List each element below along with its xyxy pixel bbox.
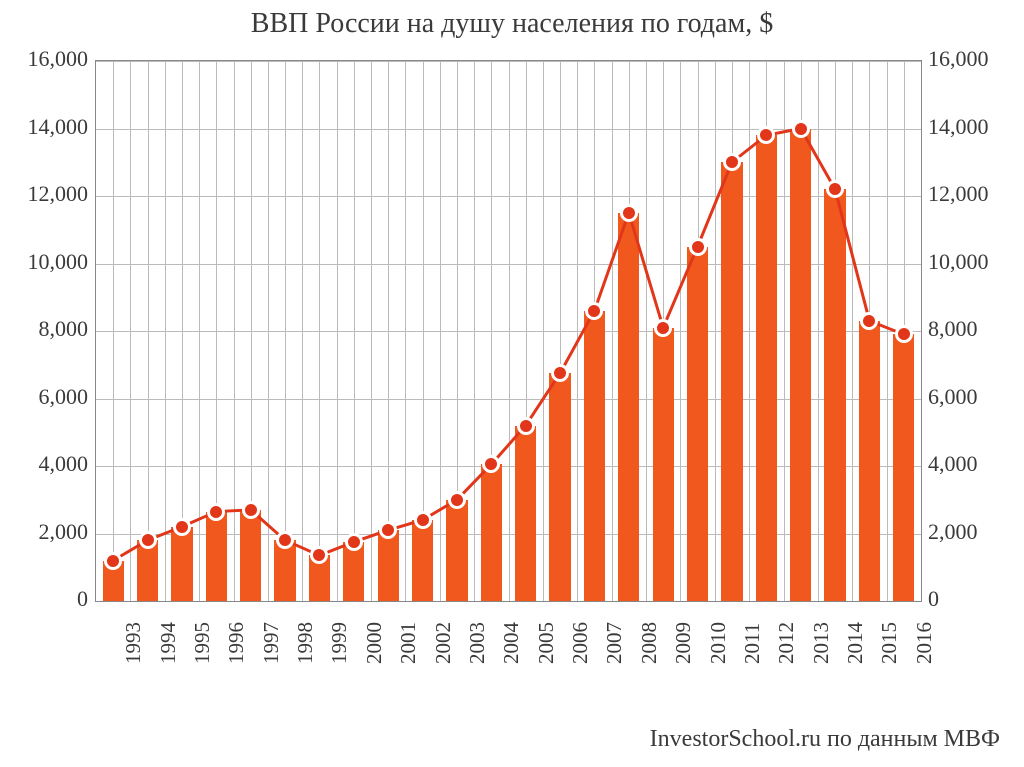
plot-area	[95, 60, 922, 602]
x-tick-label: 2007	[602, 622, 627, 664]
y-tick-label-right: 0	[928, 586, 1008, 612]
data-marker	[860, 312, 878, 330]
data-marker	[517, 417, 535, 435]
data-marker	[207, 503, 225, 521]
x-tick-label: 2012	[774, 622, 799, 664]
data-marker	[895, 325, 913, 343]
data-marker	[757, 126, 775, 144]
x-tick-label: 2016	[912, 622, 937, 664]
data-marker	[585, 302, 603, 320]
y-tick-label-left: 12,000	[8, 181, 88, 207]
data-marker	[310, 546, 328, 564]
data-marker	[723, 153, 741, 171]
y-tick-label-left: 0	[8, 586, 88, 612]
data-marker	[104, 552, 122, 570]
x-tick-label: 2005	[534, 622, 559, 664]
data-marker	[448, 491, 466, 509]
x-tick-label: 2011	[740, 623, 765, 664]
data-marker	[689, 238, 707, 256]
x-tick-label: 2009	[671, 622, 696, 664]
x-tick-label: 2002	[431, 622, 456, 664]
chart-title: ВВП России на душу населения по годам, $	[0, 8, 1024, 40]
x-tick-label: 2008	[637, 622, 662, 664]
data-marker	[276, 531, 294, 549]
data-marker	[139, 531, 157, 549]
x-tick-label: 2013	[809, 622, 834, 664]
y-tick-label-left: 4,000	[8, 451, 88, 477]
x-tick-label: 2010	[706, 622, 731, 664]
data-marker	[654, 319, 672, 337]
data-marker	[620, 204, 638, 222]
y-tick-label-right: 12,000	[928, 181, 1008, 207]
trend-line	[113, 129, 904, 561]
data-marker	[551, 364, 569, 382]
data-marker	[826, 180, 844, 198]
y-tick-label-left: 16,000	[8, 46, 88, 72]
x-tick-label: 2001	[396, 622, 421, 664]
x-tick-label: 1994	[156, 622, 181, 664]
x-tick-label: 1995	[190, 622, 215, 664]
data-marker	[173, 518, 191, 536]
data-marker	[379, 521, 397, 539]
y-tick-label-left: 10,000	[8, 249, 88, 275]
y-tick-label-right: 6,000	[928, 384, 1008, 410]
y-tick-label-left: 6,000	[8, 384, 88, 410]
data-marker	[792, 120, 810, 138]
data-marker	[345, 533, 363, 551]
data-marker	[482, 455, 500, 473]
x-tick-label: 1997	[259, 622, 284, 664]
y-tick-label-right: 10,000	[928, 249, 1008, 275]
x-tick-label: 2000	[362, 622, 387, 664]
y-tick-label-left: 2,000	[8, 519, 88, 545]
y-tick-label-left: 8,000	[8, 316, 88, 342]
x-tick-label: 1996	[224, 622, 249, 664]
x-tick-label: 1999	[327, 622, 352, 664]
x-tick-label: 1998	[293, 622, 318, 664]
x-tick-label: 1993	[121, 622, 146, 664]
y-tick-label-right: 8,000	[928, 316, 1008, 342]
x-tick-label: 2003	[465, 622, 490, 664]
y-tick-label-right: 2,000	[928, 519, 1008, 545]
y-tick-label-right: 4,000	[928, 451, 1008, 477]
data-marker	[414, 511, 432, 529]
x-tick-label: 2015	[877, 622, 902, 664]
x-tick-label: 2004	[499, 622, 524, 664]
chart-container: ВВП России на душу населения по годам, $…	[0, 0, 1024, 767]
line-overlay	[96, 61, 921, 601]
data-marker	[242, 501, 260, 519]
x-tick-label: 2006	[568, 622, 593, 664]
x-tick-label: 2014	[843, 622, 868, 664]
y-tick-label-right: 14,000	[928, 114, 1008, 140]
y-tick-label-right: 16,000	[928, 46, 1008, 72]
y-tick-label-left: 14,000	[8, 114, 88, 140]
chart-credit: InvestorSchool.ru по данным МВФ	[650, 726, 1000, 753]
